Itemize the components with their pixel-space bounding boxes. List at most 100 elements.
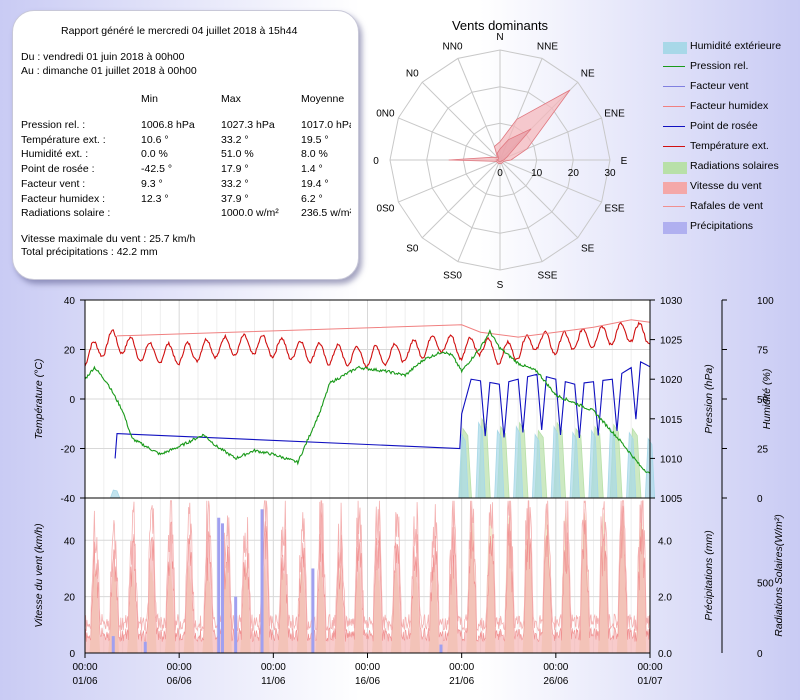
humidity-tick-label: 0 bbox=[757, 494, 763, 505]
rain-tick-label: 0.0 bbox=[658, 649, 672, 660]
wind-rose-spoke bbox=[499, 159, 543, 262]
axis-label-wind: Vitesse du vent (km/h) bbox=[33, 523, 45, 627]
legend-item: Rafales de vent bbox=[660, 198, 800, 218]
legend-label: Facteur vent bbox=[690, 80, 749, 92]
wind-rose-ring-label: 20 bbox=[568, 168, 580, 179]
legend-swatch bbox=[663, 162, 687, 174]
stats-label-1: Température ext. : bbox=[21, 133, 106, 146]
stats-max-5: 37.9 ° bbox=[221, 192, 249, 205]
wind-rose-spoke bbox=[457, 159, 501, 262]
axis-label-pressure: Pression (hPa) bbox=[703, 364, 715, 433]
left-tick-label: 20 bbox=[64, 346, 76, 357]
legend-swatch bbox=[663, 222, 687, 234]
series-humidex bbox=[117, 319, 651, 338]
wind-rose-gust-area bbox=[448, 89, 571, 165]
x-tick-date: 21/06 bbox=[449, 676, 474, 687]
series-temperature bbox=[84, 321, 651, 370]
pressure-tick-label: 1010 bbox=[660, 454, 683, 465]
rain-bar bbox=[260, 509, 264, 653]
x-tick-time: 00:00 bbox=[449, 662, 474, 673]
max-wind: Vitesse maximale du vent : 25.7 km/h bbox=[21, 233, 196, 245]
legend-item: Point de rosée bbox=[660, 118, 800, 138]
chart-legend: Humidité extérieure Pression rel. Facteur … bbox=[660, 38, 800, 238]
stats-avg-6: 236.5 w/m² bbox=[301, 207, 351, 220]
rain-bar bbox=[111, 636, 115, 653]
left-tick-label: 0 bbox=[69, 395, 75, 406]
rain-bar bbox=[234, 596, 238, 653]
x-tick-time: 00:00 bbox=[261, 662, 286, 673]
stats-min-2: 0.0 % bbox=[141, 148, 168, 161]
stats-max-6: 1000.0 w/m² bbox=[221, 207, 279, 220]
legend-item: Pression rel. bbox=[660, 58, 800, 78]
stats-avg-0: 1017.0 hPa bbox=[301, 119, 351, 131]
stats-max-1: 33.2 ° bbox=[221, 133, 249, 146]
stats-min-0: 1006.8 hPa bbox=[141, 119, 195, 131]
wind-rose-dir-label: SS0 bbox=[443, 271, 462, 282]
rain-bar bbox=[220, 523, 224, 653]
wind-rose-dir-label: N bbox=[496, 32, 503, 43]
stats-min-1: 10.6 ° bbox=[141, 133, 169, 146]
wind-rose-speed-area bbox=[495, 128, 532, 163]
pressure-tick-label: 1020 bbox=[660, 375, 683, 386]
x-tick-date: 16/06 bbox=[355, 676, 380, 687]
axis-label-humidity: Humidité (%) bbox=[761, 369, 773, 430]
wind-rose-dir-label: N0 bbox=[406, 68, 419, 79]
wind-tick-label: 40 bbox=[64, 536, 76, 547]
x-tick-time: 00:00 bbox=[543, 662, 568, 673]
legend-label: Humidité extérieure bbox=[690, 40, 782, 52]
wind-rose-spoke bbox=[457, 58, 501, 161]
stats-label-2: Humidité ext. : bbox=[21, 148, 89, 161]
rain-bar bbox=[311, 568, 315, 653]
wind-rose-ring-label: 30 bbox=[604, 168, 616, 179]
humidity-tick-label: 75 bbox=[757, 346, 769, 357]
pressure-tick-label: 1005 bbox=[660, 494, 683, 505]
stats-avg-5: 6.2 ° bbox=[301, 192, 323, 205]
legend-label: Point de rosée bbox=[690, 120, 758, 132]
legend-label: Température ext. bbox=[690, 140, 769, 152]
legend-swatch bbox=[663, 146, 685, 147]
wind-rose-ring-label: 10 bbox=[531, 168, 543, 179]
total-rain: Total précipitations : 42.2 mm bbox=[21, 246, 158, 258]
x-tick-time: 00:00 bbox=[72, 662, 97, 673]
stats-label-0: Pression rel. : bbox=[21, 119, 86, 131]
humidity-tick-label: 25 bbox=[757, 445, 769, 456]
series-wind-gust bbox=[84, 500, 651, 632]
rain-bar bbox=[217, 517, 221, 653]
wind-rose-dir-label: NNE bbox=[537, 41, 558, 52]
report-generated: Rapport généré le mercredi 04 juillet 20… bbox=[61, 25, 298, 37]
solar-tick-label: 500 bbox=[757, 579, 774, 590]
stats-avg-3: 1.4 ° bbox=[301, 163, 323, 176]
humidity-tick-label: 50 bbox=[757, 395, 769, 406]
wind-tick-label: 20 bbox=[64, 593, 76, 604]
legend-label: Précipitations bbox=[690, 220, 754, 232]
legend-item: Facteur humidex bbox=[660, 98, 800, 118]
wind-rose-dir-label: SSE bbox=[537, 271, 557, 282]
stats-min-4: 9.3 ° bbox=[141, 177, 163, 190]
report-from: Du : vendredi 01 juin 2018 à 00h00 bbox=[21, 51, 185, 63]
x-tick-time: 00:00 bbox=[637, 662, 662, 673]
wind-rose-dir-label: SE bbox=[581, 244, 595, 255]
stats-label-3: Point de rosée : bbox=[21, 163, 95, 176]
left-tick-label: 40 bbox=[64, 296, 76, 307]
wind-rose-dir-label: NE bbox=[581, 68, 595, 79]
wind-rose-dir-label: 0S0 bbox=[377, 203, 395, 214]
stats-max-2: 51.0 % bbox=[221, 148, 254, 161]
left-tick-label: -40 bbox=[61, 494, 76, 505]
series-dew-point bbox=[114, 361, 651, 459]
stats-avg-2: 8.0 % bbox=[301, 148, 328, 161]
header-min: Min bbox=[141, 93, 158, 105]
legend-label: Rafales de vent bbox=[690, 200, 763, 212]
header-avg: Moyenne bbox=[301, 93, 345, 105]
stats-min-3: -42.5 ° bbox=[141, 163, 173, 176]
pressure-tick-label: 1015 bbox=[660, 415, 683, 426]
stats-label-5: Facteur humidex : bbox=[21, 192, 106, 205]
legend-label: Radiations solaires bbox=[690, 160, 779, 172]
report-summary: Rapport généré le mercredi 04 juillet 20… bbox=[12, 10, 359, 280]
report-to: Au : dimanche 01 juillet 2018 à 00h00 bbox=[21, 65, 197, 77]
stats-max-3: 17.9 ° bbox=[221, 163, 249, 176]
legend-swatch bbox=[663, 182, 687, 194]
x-tick-time: 00:00 bbox=[355, 662, 380, 673]
legend-label: Pression rel. bbox=[690, 60, 749, 72]
series-wind-speed bbox=[84, 505, 651, 654]
